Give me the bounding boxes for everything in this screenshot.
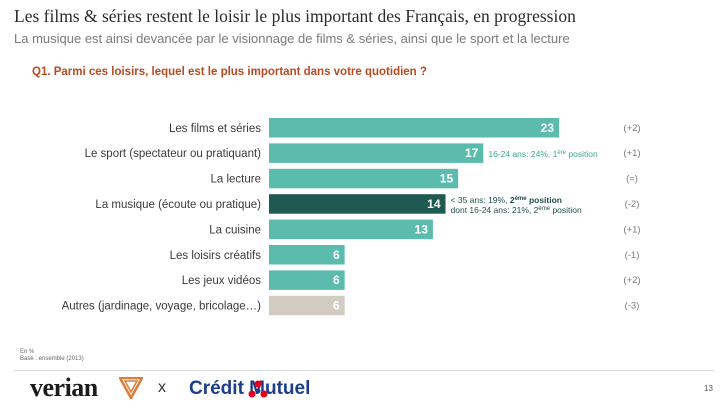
footnotes: En % Base : ensemble (2013) (20, 349, 84, 363)
category-label: Autres (jardinage, voyage, bricolage…) (62, 301, 262, 313)
question-text: Q1. Parmi ces loisirs, lequel est le plu… (32, 66, 427, 78)
annotation-label: 16-24 ans: 24%, 1ère position (488, 149, 598, 159)
bar (269, 295, 345, 316)
change-label: (+1) (623, 148, 640, 159)
change-label: (=) (626, 174, 638, 185)
value-label: 15 (440, 172, 454, 186)
bar (269, 143, 484, 163)
bar (269, 245, 345, 265)
annotation-label: dont 16-24 ans: 21%, 2ème position (451, 205, 583, 215)
footnote-base: Base : ensemble (2013) (20, 356, 84, 362)
category-label: Les loisirs créatifs (170, 250, 262, 262)
slide-subtitle: La musique est ainsi devancée par le vis… (14, 31, 570, 46)
value-label: 6 (333, 273, 340, 287)
footnote-unit: En % (20, 349, 35, 355)
bar-chart: Les films et séries 23 (+2) Le sport (spect… (62, 118, 641, 316)
value-label: 6 (333, 248, 340, 262)
category-label: Le sport (spectateur ou pratiquant) (85, 148, 262, 160)
annotation-label: < 35 ans: 19%, 2ème position (451, 195, 562, 205)
category-label: La cuisine (209, 224, 261, 236)
change-label: (-1) (625, 250, 640, 261)
footer-divider (14, 370, 714, 371)
bar (269, 194, 446, 214)
bar (269, 219, 433, 240)
category-label: Les jeux vidéos (182, 275, 262, 287)
verian-triangle-icon (119, 377, 143, 399)
verian-logo: verian (30, 373, 98, 402)
change-label: (+2) (623, 123, 640, 134)
value-label: 13 (415, 222, 429, 236)
category-label: La musique (écoute ou pratique) (95, 199, 261, 211)
credit-mutuel-logo: Crédit Mutuel (189, 378, 311, 399)
category-label: Les films et séries (169, 123, 261, 135)
bar (269, 118, 559, 138)
bar (269, 270, 345, 290)
value-label: 14 (427, 197, 441, 211)
change-label: (+1) (623, 224, 640, 235)
value-label: 6 (333, 299, 340, 313)
category-label: La lecture (210, 174, 261, 186)
change-label: (-3) (625, 301, 640, 312)
brand-separator: x (158, 379, 166, 396)
page-number: 13 (704, 384, 713, 393)
change-label: (-2) (625, 199, 640, 210)
change-label: (+2) (623, 275, 640, 286)
bar (269, 168, 459, 189)
value-label: 17 (465, 146, 479, 160)
slide-title: Les films & séries restent le loisir le … (14, 6, 576, 26)
value-label: 23 (541, 121, 555, 135)
credit-mutuel-emblem-icon (248, 380, 268, 398)
